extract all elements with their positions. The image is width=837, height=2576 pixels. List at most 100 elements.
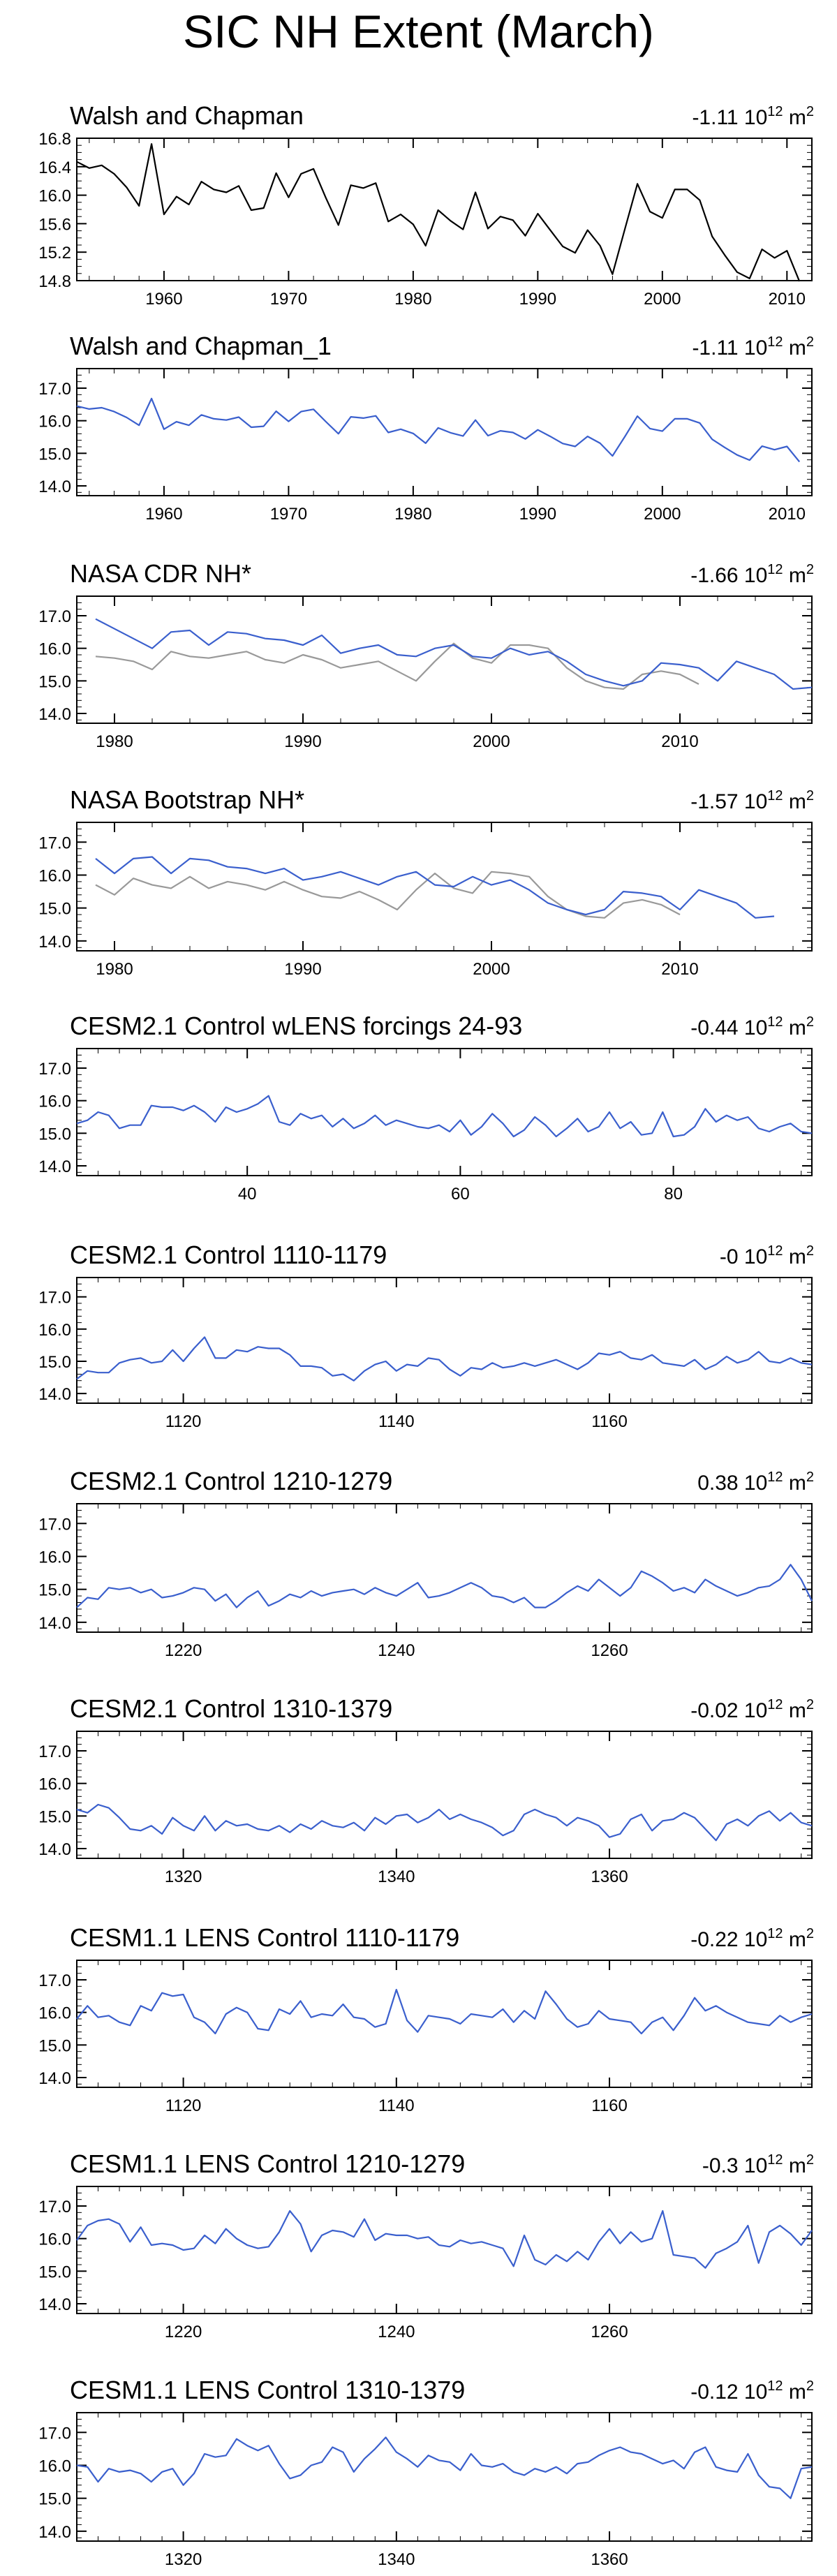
chart-10-ytick-label: 15.0 xyxy=(38,2263,71,2281)
chart-8-ytick-label: 17.0 xyxy=(38,1742,71,1761)
chart-4-series-1-line xyxy=(95,856,775,919)
chart-11-title: CESM1.1 LENS Control 1310-1379 xyxy=(70,2376,465,2404)
chart-7-xtick-label: 1240 xyxy=(378,1641,415,1660)
chart-2-title: Walsh and Chapman_1 xyxy=(70,332,332,360)
chart-10-series-1-line xyxy=(76,2209,813,2269)
chart-4-xtick-label: 2000 xyxy=(473,960,510,979)
chart-6-ytick-label: 16.0 xyxy=(38,1321,71,1340)
chart-4-frame xyxy=(76,822,813,952)
chart-2-frame xyxy=(76,368,813,496)
chart-6-title: CESM2.1 Control 1110-1179 xyxy=(70,1241,387,1269)
chart-5-title: CESM2.1 Control wLENS forcings 24-93 xyxy=(70,1012,522,1040)
chart-10-title: CESM1.1 LENS Control 1210-1279 xyxy=(70,2149,465,2178)
chart-11-ytick-label: 17.0 xyxy=(38,2424,71,2443)
chart-1-trend-label: -1.11 1012 m2 xyxy=(692,104,814,129)
chart-10-ytick-label: 14.0 xyxy=(38,2295,71,2314)
chart-4-series-2-line xyxy=(95,871,681,919)
chart-5-series-1-line xyxy=(76,1095,813,1138)
chart-2-ytick-label: 17.0 xyxy=(38,380,71,399)
chart-6-trend-label: -0 1012 m2 xyxy=(720,1243,814,1268)
chart-8-xtick-label: 1320 xyxy=(165,1867,202,1886)
chart-8-series-1-line xyxy=(76,1803,813,1842)
chart-1-xtick-label: 1990 xyxy=(519,290,556,309)
chart-4-ytick-label: 17.0 xyxy=(38,834,71,852)
chart-9-trend-label: -0.22 1012 m2 xyxy=(690,1926,814,1951)
chart-9-frame xyxy=(76,1960,813,2088)
chart-6-ytick-label: 15.0 xyxy=(38,1353,71,1372)
chart-5-ytick-label: 14.0 xyxy=(38,1157,71,1176)
chart-7-xtick-label: 1260 xyxy=(591,1641,628,1660)
chart-6-xtick-label: 1120 xyxy=(165,1412,202,1431)
chart-6-xtick-label: 1140 xyxy=(378,1412,415,1431)
chart-9-xtick-label: 1140 xyxy=(378,2096,415,2115)
chart-3-ytick-label: 14.0 xyxy=(38,705,71,724)
chart-1-xtick-label: 1980 xyxy=(394,290,431,309)
chart-11-xtick-label: 1340 xyxy=(378,2550,415,2569)
chart-7-series-1-line xyxy=(76,1564,813,1608)
chart-5-xtick-label: 60 xyxy=(451,1185,470,1204)
chart-2-trend-label: -1.11 1012 m2 xyxy=(692,334,814,360)
chart-9-ytick-label: 16.0 xyxy=(38,2004,71,2023)
chart-10-xtick-label: 1240 xyxy=(378,2323,415,2341)
chart-9-ytick-label: 17.0 xyxy=(38,1971,71,1990)
chart-7-title: CESM2.1 Control 1210-1279 xyxy=(70,1467,392,1495)
chart-4-xtick-label: 1990 xyxy=(284,960,321,979)
chart-4-title: NASA Bootstrap NH* xyxy=(70,785,304,814)
chart-10-frame xyxy=(76,2186,813,2314)
chart-2-series-1-line xyxy=(76,397,801,463)
chart-3-xtick-label: 2000 xyxy=(473,732,510,751)
chart-1-xtick-label: 2000 xyxy=(644,290,681,309)
chart-9-ytick-label: 14.0 xyxy=(38,2069,71,2088)
chart-7-trend-label: 0.38 1012 m2 xyxy=(697,1470,814,1495)
chart-10-trend-label: -0.3 1012 m2 xyxy=(702,2152,814,2177)
chart-9-title: CESM1.1 LENS Control 1110-1179 xyxy=(70,1923,459,1952)
chart-3-xtick-label: 2010 xyxy=(661,732,698,751)
chart-3-xtick-label: 1990 xyxy=(284,732,321,751)
chart-4-trend-label: -1.57 1012 m2 xyxy=(690,788,814,813)
chart-1-ytick-label: 15.2 xyxy=(38,244,71,262)
chart-9-ytick-label: 15.0 xyxy=(38,2036,71,2055)
page-title: SIC NH Extent (March) xyxy=(183,6,654,57)
chart-11-xtick-label: 1320 xyxy=(165,2550,202,2569)
chart-11-ytick-label: 14.0 xyxy=(38,2523,71,2542)
chart-7-xtick-label: 1220 xyxy=(165,1641,202,1660)
chart-8-xtick-label: 1360 xyxy=(591,1867,628,1886)
chart-2-xtick-label: 2000 xyxy=(644,505,681,524)
chart-1-xtick-label: 1960 xyxy=(145,290,182,309)
chart-11-frame xyxy=(76,2412,813,2542)
chart-7-ytick-label: 14.0 xyxy=(38,1614,71,1633)
chart-8-ytick-label: 16.0 xyxy=(38,1775,71,1794)
chart-8-xtick-label: 1340 xyxy=(378,1867,415,1886)
chart-9-series-1-line xyxy=(76,1988,813,2035)
chart-9-xtick-label: 1120 xyxy=(165,2096,202,2115)
chart-5-xtick-label: 40 xyxy=(238,1185,257,1204)
chart-7-ytick-label: 17.0 xyxy=(38,1515,71,1534)
chart-5-xtick-label: 80 xyxy=(664,1185,683,1204)
chart-3-ytick-label: 16.0 xyxy=(38,640,71,659)
chart-1-ytick-label: 16.0 xyxy=(38,187,71,206)
chart-2-ytick-label: 15.0 xyxy=(38,445,71,464)
chart-5-ytick-label: 15.0 xyxy=(38,1125,71,1143)
chart-5-frame xyxy=(76,1048,813,1176)
chart-5-ytick-label: 17.0 xyxy=(38,1060,71,1079)
chart-11-ytick-label: 16.0 xyxy=(38,2457,71,2475)
chart-11-trend-label: -0.12 1012 m2 xyxy=(690,2378,814,2404)
chart-11-ytick-label: 15.0 xyxy=(38,2490,71,2509)
chart-3-ytick-label: 15.0 xyxy=(38,672,71,691)
chart-8-ytick-label: 14.0 xyxy=(38,1840,71,1859)
chart-1-ytick-label: 16.8 xyxy=(38,130,71,149)
chart-10-xtick-label: 1260 xyxy=(591,2323,628,2341)
chart-4-xtick-label: 1980 xyxy=(96,960,133,979)
chart-1-xtick-label: 2010 xyxy=(769,290,806,309)
chart-7-frame xyxy=(76,1503,813,1633)
chart-2-ytick-label: 16.0 xyxy=(38,413,71,431)
chart-1-title: Walsh and Chapman xyxy=(70,101,304,130)
chart-3-title: NASA CDR NH* xyxy=(70,559,251,588)
chart-3-trend-label: -1.66 1012 m2 xyxy=(690,562,814,587)
chart-6-series-1-line xyxy=(76,1336,813,1382)
chart-2-xtick-label: 1990 xyxy=(519,505,556,524)
chart-11-series-1-line xyxy=(76,2436,813,2499)
chart-3-frame xyxy=(76,595,813,724)
chart-8-ytick-label: 15.0 xyxy=(38,1807,71,1826)
chart-4-ytick-label: 15.0 xyxy=(38,900,71,919)
